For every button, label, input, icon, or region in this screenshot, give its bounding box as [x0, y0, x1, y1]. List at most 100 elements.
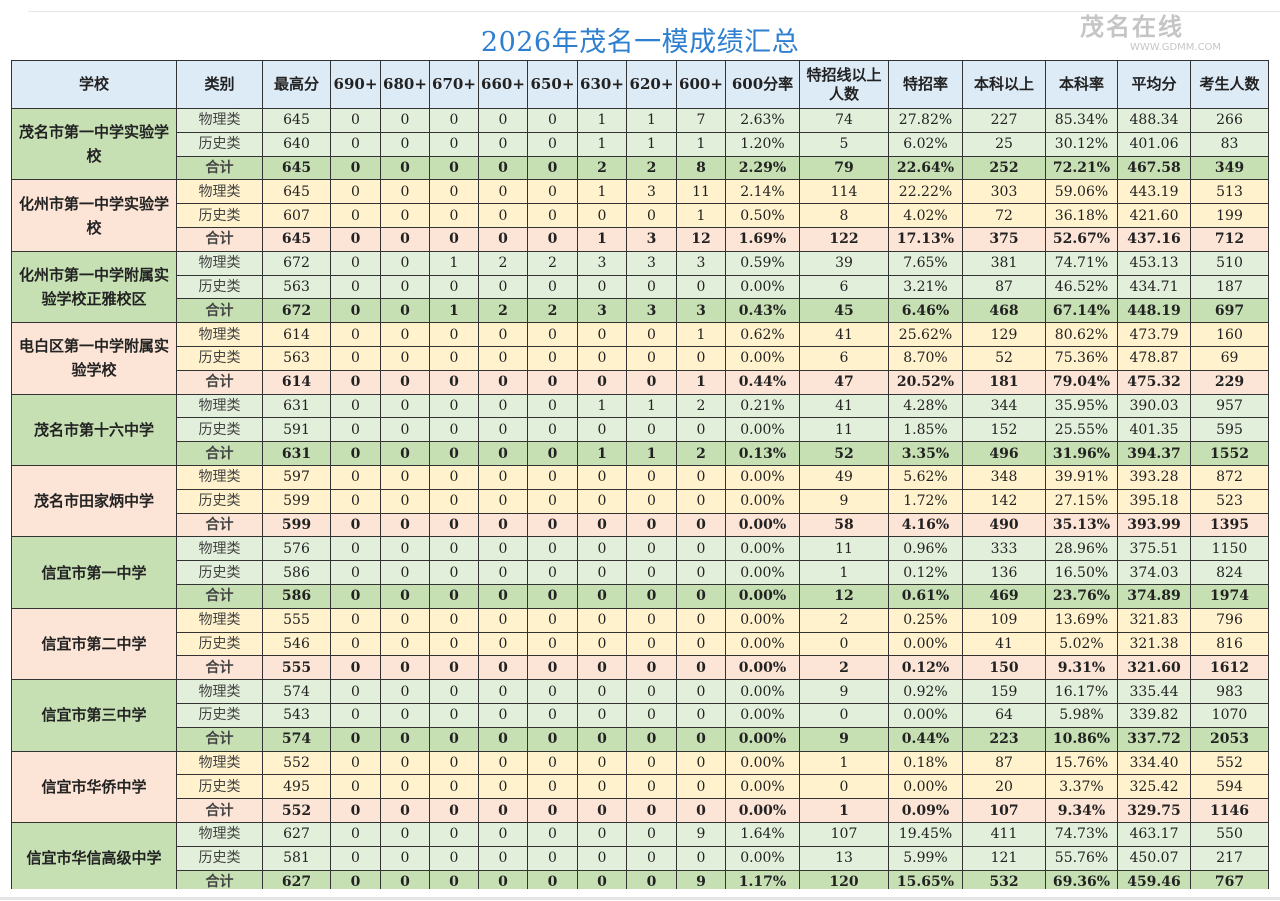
value-cell: 0: [429, 155, 479, 181]
value-cell: 5.02%: [1045, 631, 1118, 657]
value-cell: 83: [1190, 131, 1269, 157]
table-row: 历史类 546 0 0 0 0 0 0 0 0 0.00% 0 0.00% 41 5.02% 321.38 81…: [12, 631, 1269, 657]
category-cell: 历史类: [176, 631, 263, 657]
value-cell: 87: [962, 750, 1046, 776]
value-cell: 58: [799, 512, 889, 538]
table-row: 历史类 586 0 0 0 0 0 0 0 0 0.00% 1 0.12% 136 16.50% 374.03…: [12, 560, 1269, 585]
value-cell: 2053: [1190, 726, 1269, 752]
value-cell: 0: [330, 798, 381, 823]
value-cell: 0: [478, 203, 528, 228]
value-cell: 223: [962, 726, 1046, 752]
value-cell: 1: [577, 226, 627, 252]
value-cell: 0: [676, 798, 726, 823]
value-cell: 0.61%: [888, 583, 963, 609]
value-cell: 0.12%: [888, 560, 963, 585]
value-cell: 496: [962, 441, 1046, 466]
watermark-url: WWW.GDMM.COM: [1130, 42, 1222, 53]
value-cell: 0: [429, 631, 479, 657]
value-cell: 586: [262, 560, 331, 585]
value-cell: 1: [577, 441, 627, 466]
school-name: 信宜市第一中学: [11, 536, 177, 609]
value-cell: 375.51: [1117, 536, 1191, 562]
value-cell: 0.13%: [725, 441, 800, 466]
value-cell: 7: [676, 108, 726, 133]
value-cell: 1: [626, 393, 677, 419]
value-cell: 0.50%: [725, 203, 800, 228]
column-header: 620+: [626, 60, 677, 109]
value-cell: 0: [577, 512, 627, 538]
value-cell: 0: [527, 108, 578, 133]
value-cell: 0: [478, 155, 528, 181]
table-row: 茂名市田家炳中学 物理类 597 0 0 0 0 0 0 0 0 0.00% 49 5.62% 348 39.…: [11, 464, 1269, 538]
value-cell: 2.14%: [725, 179, 800, 205]
value-cell: 0.62%: [725, 322, 800, 347]
value-cell: 495: [262, 774, 331, 800]
total-row: 合计 614 0 0 0 0 0 0 0 1 0.44% 47 20.52% 181 79.04% 475.3…: [12, 369, 1269, 395]
value-cell: 0: [330, 750, 381, 776]
total-row: 合计 672 0 0 1 2 2 3 3 3 0.43% 45 6.46% 468 67.14% 448.19…: [12, 298, 1269, 324]
value-cell: 2: [799, 607, 889, 633]
value-cell: 640: [262, 131, 331, 157]
value-cell: 0: [330, 345, 381, 371]
value-cell: 453.13: [1117, 250, 1191, 276]
category-cell: 历史类: [176, 131, 263, 157]
value-cell: 645: [262, 179, 331, 205]
value-cell: 0: [799, 702, 889, 728]
value-cell: 490: [962, 512, 1046, 538]
value-cell: 0.09%: [888, 798, 963, 823]
value-cell: 532: [962, 869, 1046, 889]
value-cell: 3: [577, 298, 627, 324]
value-cell: 0: [799, 631, 889, 657]
value-cell: 52: [962, 345, 1046, 371]
value-cell: 12: [676, 226, 726, 252]
column-header: 平均分: [1117, 60, 1191, 109]
value-cell: 1: [429, 250, 479, 276]
value-cell: 0: [380, 845, 430, 871]
value-cell: 187: [1190, 274, 1269, 300]
value-cell: 11: [799, 417, 889, 443]
value-cell: 0: [626, 369, 677, 395]
value-cell: 69.36%: [1045, 869, 1118, 889]
value-cell: 0: [330, 131, 381, 157]
value-cell: 0: [380, 750, 430, 776]
top-divider: [28, 11, 1280, 12]
value-cell: 475.32: [1117, 369, 1191, 395]
category-cell: 物理类: [176, 821, 263, 847]
column-header: 类别: [176, 60, 263, 109]
table-row: 化州市第一中学实验学校 物理类 645 0 0 0 0 0 1 3 11 2.14% 114 22.22%…: [11, 179, 1269, 252]
value-cell: 0: [676, 274, 726, 300]
value-cell: 0: [676, 655, 726, 681]
value-cell: 107: [962, 798, 1046, 823]
value-cell: 0: [478, 655, 528, 681]
value-cell: 199: [1190, 203, 1269, 228]
column-header: 660+: [478, 60, 528, 109]
value-cell: 0: [380, 226, 430, 252]
value-cell: 0.59%: [725, 250, 800, 276]
value-cell: 0: [626, 536, 677, 562]
value-cell: 6.02%: [888, 131, 963, 157]
school-name: 信宜市第二中学: [11, 607, 177, 681]
value-cell: 411: [962, 821, 1046, 847]
table-row: 历史类 591 0 0 0 0 0 0 0 0 0.00% 11 1.85% 152 25.55% 401.3…: [12, 417, 1269, 443]
value-cell: 3: [676, 250, 726, 276]
value-cell: 0.00%: [725, 488, 800, 514]
value-cell: 0: [380, 393, 430, 419]
value-cell: 0: [330, 560, 381, 585]
value-cell: 478.87: [1117, 345, 1191, 371]
watermark-text: 茂名在线: [1080, 13, 1184, 41]
value-cell: 0: [626, 488, 677, 514]
value-cell: 9: [676, 821, 726, 847]
value-cell: 25: [962, 131, 1046, 157]
value-cell: 0: [380, 726, 430, 752]
value-cell: 2: [676, 441, 726, 466]
value-cell: 796: [1190, 607, 1269, 633]
value-cell: 1612: [1190, 655, 1269, 681]
value-cell: 0: [527, 607, 578, 633]
category-cell: 历史类: [176, 774, 263, 800]
value-cell: 1: [626, 441, 677, 466]
table-row: 信宜市华信高级中学 物理类 627 0 0 0 0 0 0 0 9 1.64% 107 19.45% 411…: [11, 821, 1269, 889]
table-row: 历史类 543 0 0 0 0 0 0 0 0 0.00% 0 0.00% 64 5.98% 339.82 10…: [12, 702, 1269, 728]
value-cell: 983: [1190, 679, 1269, 704]
value-cell: 488.34: [1117, 108, 1191, 133]
category-cell: 物理类: [176, 750, 263, 776]
